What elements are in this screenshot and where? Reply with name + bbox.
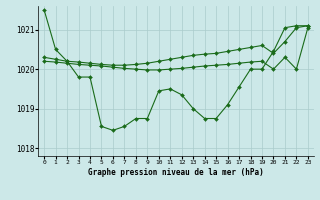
X-axis label: Graphe pression niveau de la mer (hPa): Graphe pression niveau de la mer (hPa) [88,168,264,177]
